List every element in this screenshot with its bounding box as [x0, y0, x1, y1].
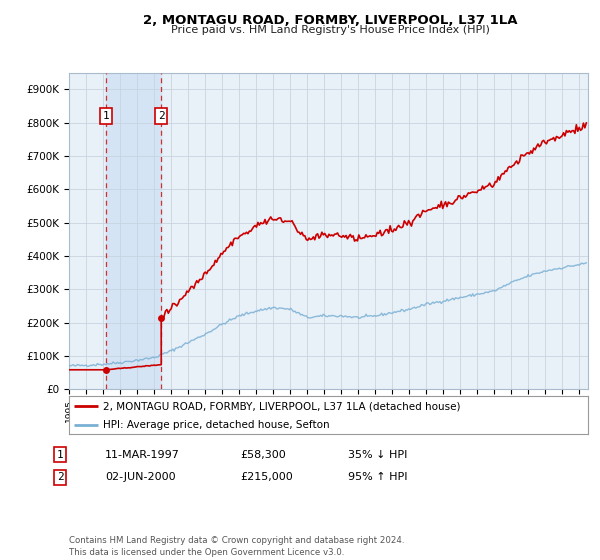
- Text: 02-JUN-2000: 02-JUN-2000: [105, 472, 176, 482]
- Text: 1: 1: [56, 450, 64, 460]
- Text: 95% ↑ HPI: 95% ↑ HPI: [348, 472, 407, 482]
- Text: 11-MAR-1997: 11-MAR-1997: [105, 450, 180, 460]
- Text: 2: 2: [158, 111, 164, 121]
- Text: £58,300: £58,300: [240, 450, 286, 460]
- Text: Contains HM Land Registry data © Crown copyright and database right 2024.
This d: Contains HM Land Registry data © Crown c…: [69, 536, 404, 557]
- Text: Price paid vs. HM Land Registry's House Price Index (HPI): Price paid vs. HM Land Registry's House …: [170, 25, 490, 35]
- Text: HPI: Average price, detached house, Sefton: HPI: Average price, detached house, Seft…: [103, 420, 329, 430]
- Text: 2, MONTAGU ROAD, FORMBY, LIVERPOOL, L37 1LA (detached house): 2, MONTAGU ROAD, FORMBY, LIVERPOOL, L37 …: [103, 401, 460, 411]
- Text: 2: 2: [56, 472, 64, 482]
- Text: 35% ↓ HPI: 35% ↓ HPI: [348, 450, 407, 460]
- Text: 1: 1: [103, 111, 110, 121]
- Text: 2, MONTAGU ROAD, FORMBY, LIVERPOOL, L37 1LA: 2, MONTAGU ROAD, FORMBY, LIVERPOOL, L37 …: [143, 14, 517, 27]
- Text: £215,000: £215,000: [240, 472, 293, 482]
- Bar: [106, 73, 161, 389]
